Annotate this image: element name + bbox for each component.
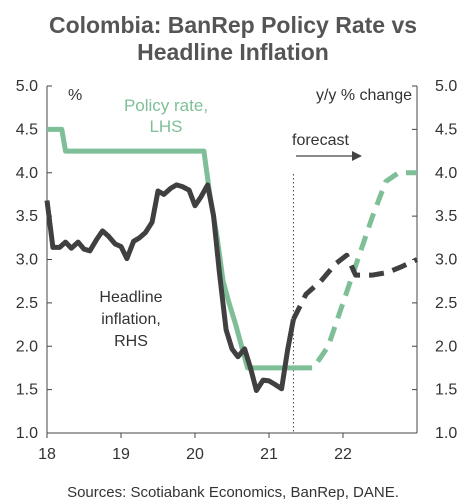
y-left-tick-label: 3.5: [16, 208, 38, 225]
forecast-arrow-icon: [296, 151, 362, 161]
x-tick-label: 22: [334, 446, 352, 463]
policy-rate-forecast-line: [297, 170, 417, 371]
y-right-tick-label: 4.0: [435, 165, 457, 182]
y-right-tick-label: 3.0: [435, 252, 457, 269]
inflation-label-line1: Headline: [99, 289, 162, 306]
axes: [46, 86, 418, 434]
inflation-line: [44, 182, 296, 393]
y-left-tick-label: 4.5: [16, 121, 38, 138]
y-left-tick-label: 5.0: [16, 78, 38, 95]
y-right-tick-label: 4.5: [435, 121, 457, 138]
y-right-tick-label: 2.0: [435, 338, 457, 355]
forecast-label: forecast: [292, 132, 349, 149]
policy-rate-label-line1: Policy rate,: [124, 96, 208, 115]
series-group: [44, 126, 419, 393]
y-left-tick-label: 1.5: [16, 382, 38, 399]
inflation-forecast-line: [291, 252, 419, 321]
y-left-tick-label: 1.0: [16, 425, 38, 442]
inflation-label-line3: RHS: [114, 333, 148, 350]
right-unit-label: y/y % change: [316, 87, 412, 104]
chart-title-line1: Colombia: BanRep Policy Rate vs: [49, 12, 417, 38]
y-right-tick-label: 1.0: [435, 425, 457, 442]
x-tick-label: 18: [38, 446, 56, 463]
y-right-tick-label: 1.5: [435, 382, 457, 399]
source-note: Sources: Scotiabank Economics, BanRep, D…: [67, 484, 399, 501]
left-unit-label: %: [68, 87, 82, 104]
y-left-tick-label: 2.5: [16, 295, 38, 312]
y-left-tick-label: 4.0: [16, 165, 38, 182]
ticks: 1.0 1.5 2.0 2.5 3.0 3.5 4.0 4.5 5.0 1.0 1.5 2.0 2.5 3…: [16, 78, 458, 463]
y-right-tick-label: 5.0: [435, 78, 457, 95]
y-right-tick-label: 2.5: [435, 295, 457, 312]
policy-rate-label-line2: LHS: [149, 117, 182, 136]
y-left-tick-label: 2.0: [16, 338, 38, 355]
x-tick-label: 19: [112, 446, 130, 463]
x-tick-label: 20: [186, 446, 204, 463]
inflation-label-line2: inflation,: [101, 311, 161, 328]
chart-title-line2: Headline Inflation: [137, 39, 329, 65]
x-tick-label: 21: [260, 446, 278, 463]
y-right-tick-label: 3.5: [435, 208, 457, 225]
y-left-tick-label: 3.0: [16, 252, 38, 269]
